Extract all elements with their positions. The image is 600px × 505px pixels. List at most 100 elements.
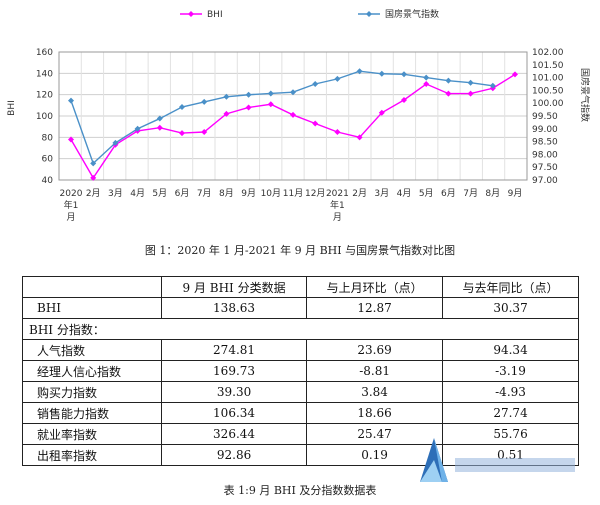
y-left-axis-title: BHI: [7, 100, 17, 116]
y-left-tick-label: 40: [42, 176, 54, 186]
data-point: [290, 89, 296, 96]
data-point: [156, 124, 163, 131]
x-tick-label: 8月: [219, 188, 234, 199]
x-tick-label: 4月: [130, 188, 145, 199]
x-tick-label: 5月: [152, 188, 167, 199]
x-tick-label: 2020: [60, 189, 83, 199]
y-right-tick-label: 98.00: [532, 150, 558, 160]
table-row-label: 就业率指数: [22, 423, 162, 445]
table-row-label: 购买力指数: [22, 381, 162, 403]
x-tick-label: 月: [333, 212, 342, 223]
table-cell: 94.34: [442, 339, 579, 361]
x-tick-label: 9月: [508, 188, 523, 199]
figure-caption: 图 1：2020 年 1 月-2021 年 9 月 BHI 与国房景气指数对比图: [144, 244, 456, 257]
data-point: [312, 120, 319, 127]
table-row: 人气指数 274.81 23.69 94.34: [22, 339, 579, 361]
data-point: [445, 90, 452, 97]
legend-label: BHI: [207, 10, 223, 20]
data-point: [223, 110, 230, 117]
data-point: [245, 104, 252, 111]
table-cell: -3.19: [442, 360, 579, 382]
x-tick-label: 10月: [261, 188, 281, 199]
data-point: [356, 68, 363, 75]
table-header-cell: [22, 276, 162, 298]
x-tick-label: 2021: [326, 189, 349, 199]
table-header-cell: 9 月 BHI 分类数据: [160, 276, 308, 298]
table-cell: 39.30: [160, 381, 308, 403]
watermark-text: [455, 458, 575, 472]
table-cell: 326.44: [160, 423, 308, 445]
data-point: [423, 74, 430, 81]
data-point: [90, 174, 97, 181]
y-left-tick-label: 140: [36, 69, 53, 79]
table-cell: -4.93: [442, 381, 579, 403]
data-point: [378, 109, 385, 116]
table-cell: 30.37: [442, 297, 579, 319]
table-cell: 274.81: [160, 339, 308, 361]
table-row-label: 经理人信心指数: [22, 360, 162, 382]
data-point: [467, 90, 474, 97]
legend-swatch-marker: [366, 11, 372, 17]
data-point: [267, 90, 274, 97]
table-row-label: 人气指数: [22, 339, 162, 361]
table-header-cell: 与去年同比（点）: [442, 276, 579, 298]
table-cell: 0.19: [306, 444, 444, 466]
y-left-tick-label: 100: [36, 112, 53, 122]
legend-swatch-marker: [188, 11, 194, 17]
data-point: [223, 93, 230, 100]
x-tick-label: 7月: [463, 188, 478, 199]
table-row: 经理人信心指数 169.73 -8.81 -3.19: [22, 360, 579, 382]
data-point: [401, 97, 407, 103]
data-point: [467, 79, 474, 86]
data-point: [179, 104, 185, 111]
table-row: 销售能力指数 106.34 18.66 27.74: [22, 402, 579, 424]
y-left-tick-label: 60: [42, 155, 54, 165]
x-tick-label: 9月: [241, 188, 256, 199]
table-row: BHI 分指数：: [22, 318, 579, 340]
data-point: [134, 125, 141, 132]
table-cell: 169.73: [160, 360, 308, 382]
data-point: [423, 81, 430, 87]
legend-label: 国房景气指数: [385, 8, 439, 20]
x-tick-label: 12月: [305, 188, 325, 199]
table-caption: 表 1:9 月 BHI 及分指数数据表: [223, 484, 377, 497]
table-cell: -8.81: [306, 360, 444, 382]
y-right-tick-label: 97.00: [532, 176, 558, 186]
data-point: [512, 71, 518, 78]
table-cell: 3.84: [306, 381, 444, 403]
y-right-tick-label: 101.50: [532, 61, 564, 71]
table-cell: 23.69: [306, 339, 444, 361]
data-point: [445, 77, 452, 84]
y-left-tick-label: 160: [36, 48, 53, 58]
bhi-data-table: 9 月 BHI 分类数据 与上月环比（点） 与去年同比（点） BHI 138.63 12.…: [22, 276, 579, 466]
x-tick-label: 11月: [283, 188, 303, 199]
table-row-label: BHI: [22, 297, 162, 319]
y-right-tick-label: 98.50: [532, 138, 558, 148]
table-cell: 12.87: [306, 297, 444, 319]
data-point: [267, 101, 274, 108]
table-cell: 138.63: [160, 297, 308, 319]
table-header-cell: 与上月环比（点）: [306, 276, 444, 298]
data-point: [245, 91, 252, 98]
y-right-tick-label: 101.00: [532, 74, 564, 84]
x-tick-label: 年1: [330, 199, 345, 211]
data-point: [68, 97, 74, 104]
data-point: [201, 129, 208, 135]
x-tick-label: 8月: [485, 188, 500, 199]
data-point: [90, 160, 97, 167]
data-point: [112, 139, 119, 146]
data-point: [290, 111, 296, 118]
table-cell: 92.86: [160, 444, 308, 466]
x-tick-label: 2月: [352, 188, 367, 199]
data-point: [378, 70, 385, 77]
table-row: BHI 138.63 12.87 30.37: [22, 297, 579, 319]
x-tick-label: 4月: [397, 188, 412, 199]
y-right-tick-label: 99.00: [532, 125, 558, 135]
x-tick-label: 年1: [64, 199, 79, 211]
x-tick-label: 5月: [419, 188, 434, 199]
plot-frame: [58, 51, 528, 181]
data-point: [401, 71, 407, 78]
y-left-tick-label: 80: [42, 133, 54, 143]
x-tick-label: 6月: [175, 188, 190, 199]
data-point: [334, 129, 341, 135]
